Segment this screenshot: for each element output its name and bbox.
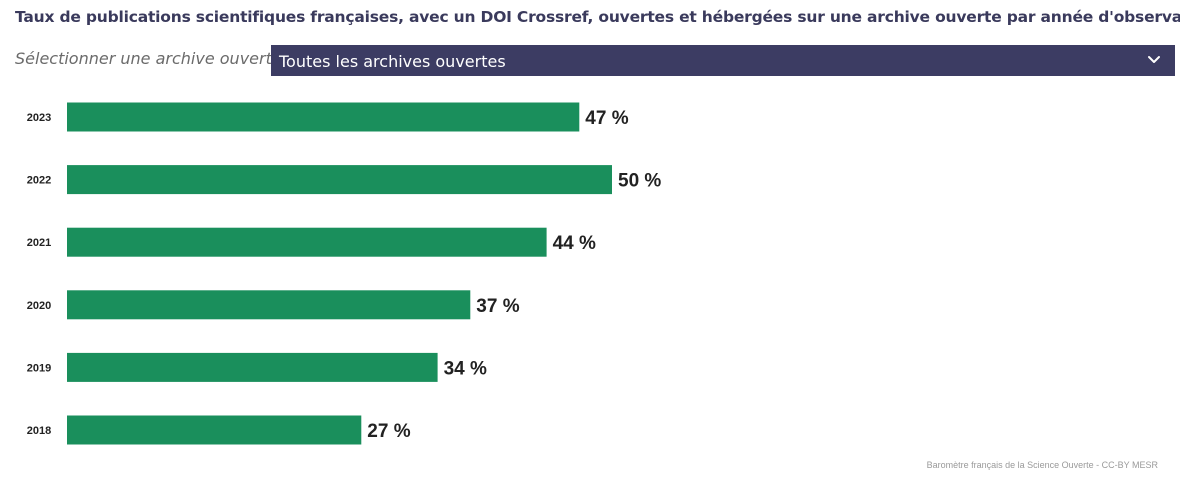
value-label: 50 %	[618, 171, 661, 192]
category-label: 2022	[27, 175, 51, 187]
category-label: 2023	[27, 112, 51, 124]
bar[interactable]	[67, 165, 612, 195]
value-label: 44 %	[553, 233, 596, 254]
value-label: 34 %	[444, 358, 487, 379]
chart-title: Taux de publications scientifiques franç…	[15, 8, 1180, 26]
source-credit: Baromètre français de la Science Ouverte…	[926, 460, 1158, 470]
category-label: 2019	[27, 362, 51, 374]
bar[interactable]	[67, 415, 362, 445]
value-label: 27 %	[367, 421, 410, 442]
bar[interactable]	[67, 352, 438, 382]
archive-selector-label: Sélectionner une archive ouverte	[15, 49, 282, 68]
archive-select[interactable]: Toutes les archives ouvertes	[271, 45, 1175, 76]
archive-select-value: Toutes les archives ouvertes	[279, 52, 506, 71]
value-label: 47 %	[585, 108, 628, 129]
bar[interactable]	[67, 227, 547, 257]
chevron-down-icon	[1148, 56, 1160, 63]
category-label: 2021	[27, 237, 51, 249]
bar[interactable]	[67, 102, 580, 132]
category-label: 2020	[27, 300, 51, 312]
value-label: 37 %	[476, 296, 519, 317]
bar[interactable]	[67, 290, 471, 320]
category-label: 2018	[27, 425, 51, 437]
bar-chart: 2023 47 % 2022 50 % 2021 44 % 2020 37 % 2019 34 %…	[27, 102, 661, 445]
